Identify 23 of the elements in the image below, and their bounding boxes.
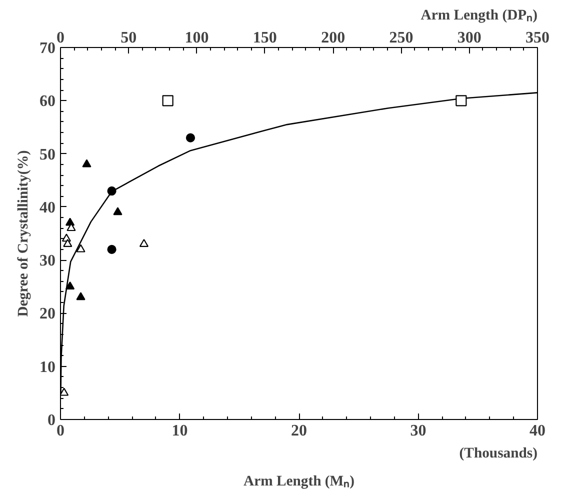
y-tick-label: 10 bbox=[40, 358, 56, 376]
y-axis-title: Degree of Crystallinity(%) bbox=[16, 150, 32, 317]
y-tick-label: 0 bbox=[48, 412, 56, 429]
x2-tick-label: 300 bbox=[457, 30, 482, 46]
text: (Thousands) bbox=[459, 446, 538, 462]
x2-tick-label: 250 bbox=[389, 30, 414, 46]
x-tick-label: 10 bbox=[172, 422, 188, 440]
x2-tick-label: 200 bbox=[321, 30, 346, 46]
y-tick-label: 50 bbox=[40, 146, 56, 164]
x2-tick-label: 150 bbox=[252, 30, 277, 46]
y-tick-label: 70 bbox=[40, 40, 56, 57]
x-tick-label: 20 bbox=[291, 422, 307, 440]
x2-axis-title: Arm Length (DPₙ) bbox=[420, 8, 538, 24]
x-tick-label: 40 bbox=[530, 422, 546, 440]
x2-tick-label: 350 bbox=[526, 30, 550, 46]
y-tick-label: 40 bbox=[40, 199, 56, 216]
x2-tick-label: 50 bbox=[120, 30, 137, 46]
x-axis-title: Arm Length (Mₙ) bbox=[243, 474, 355, 490]
y-tick-label: 30 bbox=[40, 252, 56, 270]
y-tick-label: 60 bbox=[40, 93, 56, 110]
x2-tick-label: 100 bbox=[184, 30, 209, 46]
y-tick-label: 20 bbox=[40, 306, 56, 323]
x-tick-label: 30 bbox=[410, 422, 426, 440]
